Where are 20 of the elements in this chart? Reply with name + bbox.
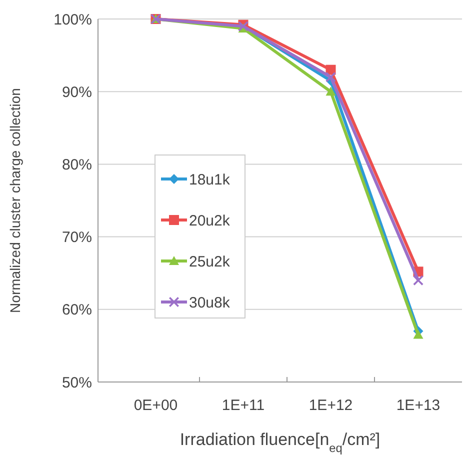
legend-label: 25u2k xyxy=(189,253,230,270)
x-tick-label: 0E+00 xyxy=(134,397,178,414)
legend-label: 30u8k xyxy=(189,294,230,312)
x-tick-label: 1E+13 xyxy=(396,397,440,414)
point xyxy=(326,72,336,82)
x-tick-label: 1E+11 xyxy=(222,397,265,414)
legend-label: 20u2k xyxy=(189,212,230,230)
y-axis-title: Normalized cluster charge collection xyxy=(7,88,23,313)
point xyxy=(326,86,336,96)
y-tick-label: 100% xyxy=(54,11,92,28)
x-axis-title: Irradiation fluence[n$_{eq}$/cm²] xyxy=(180,430,380,455)
y-tick-label: 70% xyxy=(62,229,92,246)
point xyxy=(413,330,424,339)
x-tick-label: 1E+12 xyxy=(308,397,353,414)
y-tick-label: 50% xyxy=(62,374,92,392)
y-tick-label: 60% xyxy=(62,302,92,319)
y-tick-label: 80% xyxy=(62,156,92,174)
legend-label: 18u1k xyxy=(189,171,230,188)
y-tick-label: 90% xyxy=(62,84,92,101)
point xyxy=(413,275,424,286)
